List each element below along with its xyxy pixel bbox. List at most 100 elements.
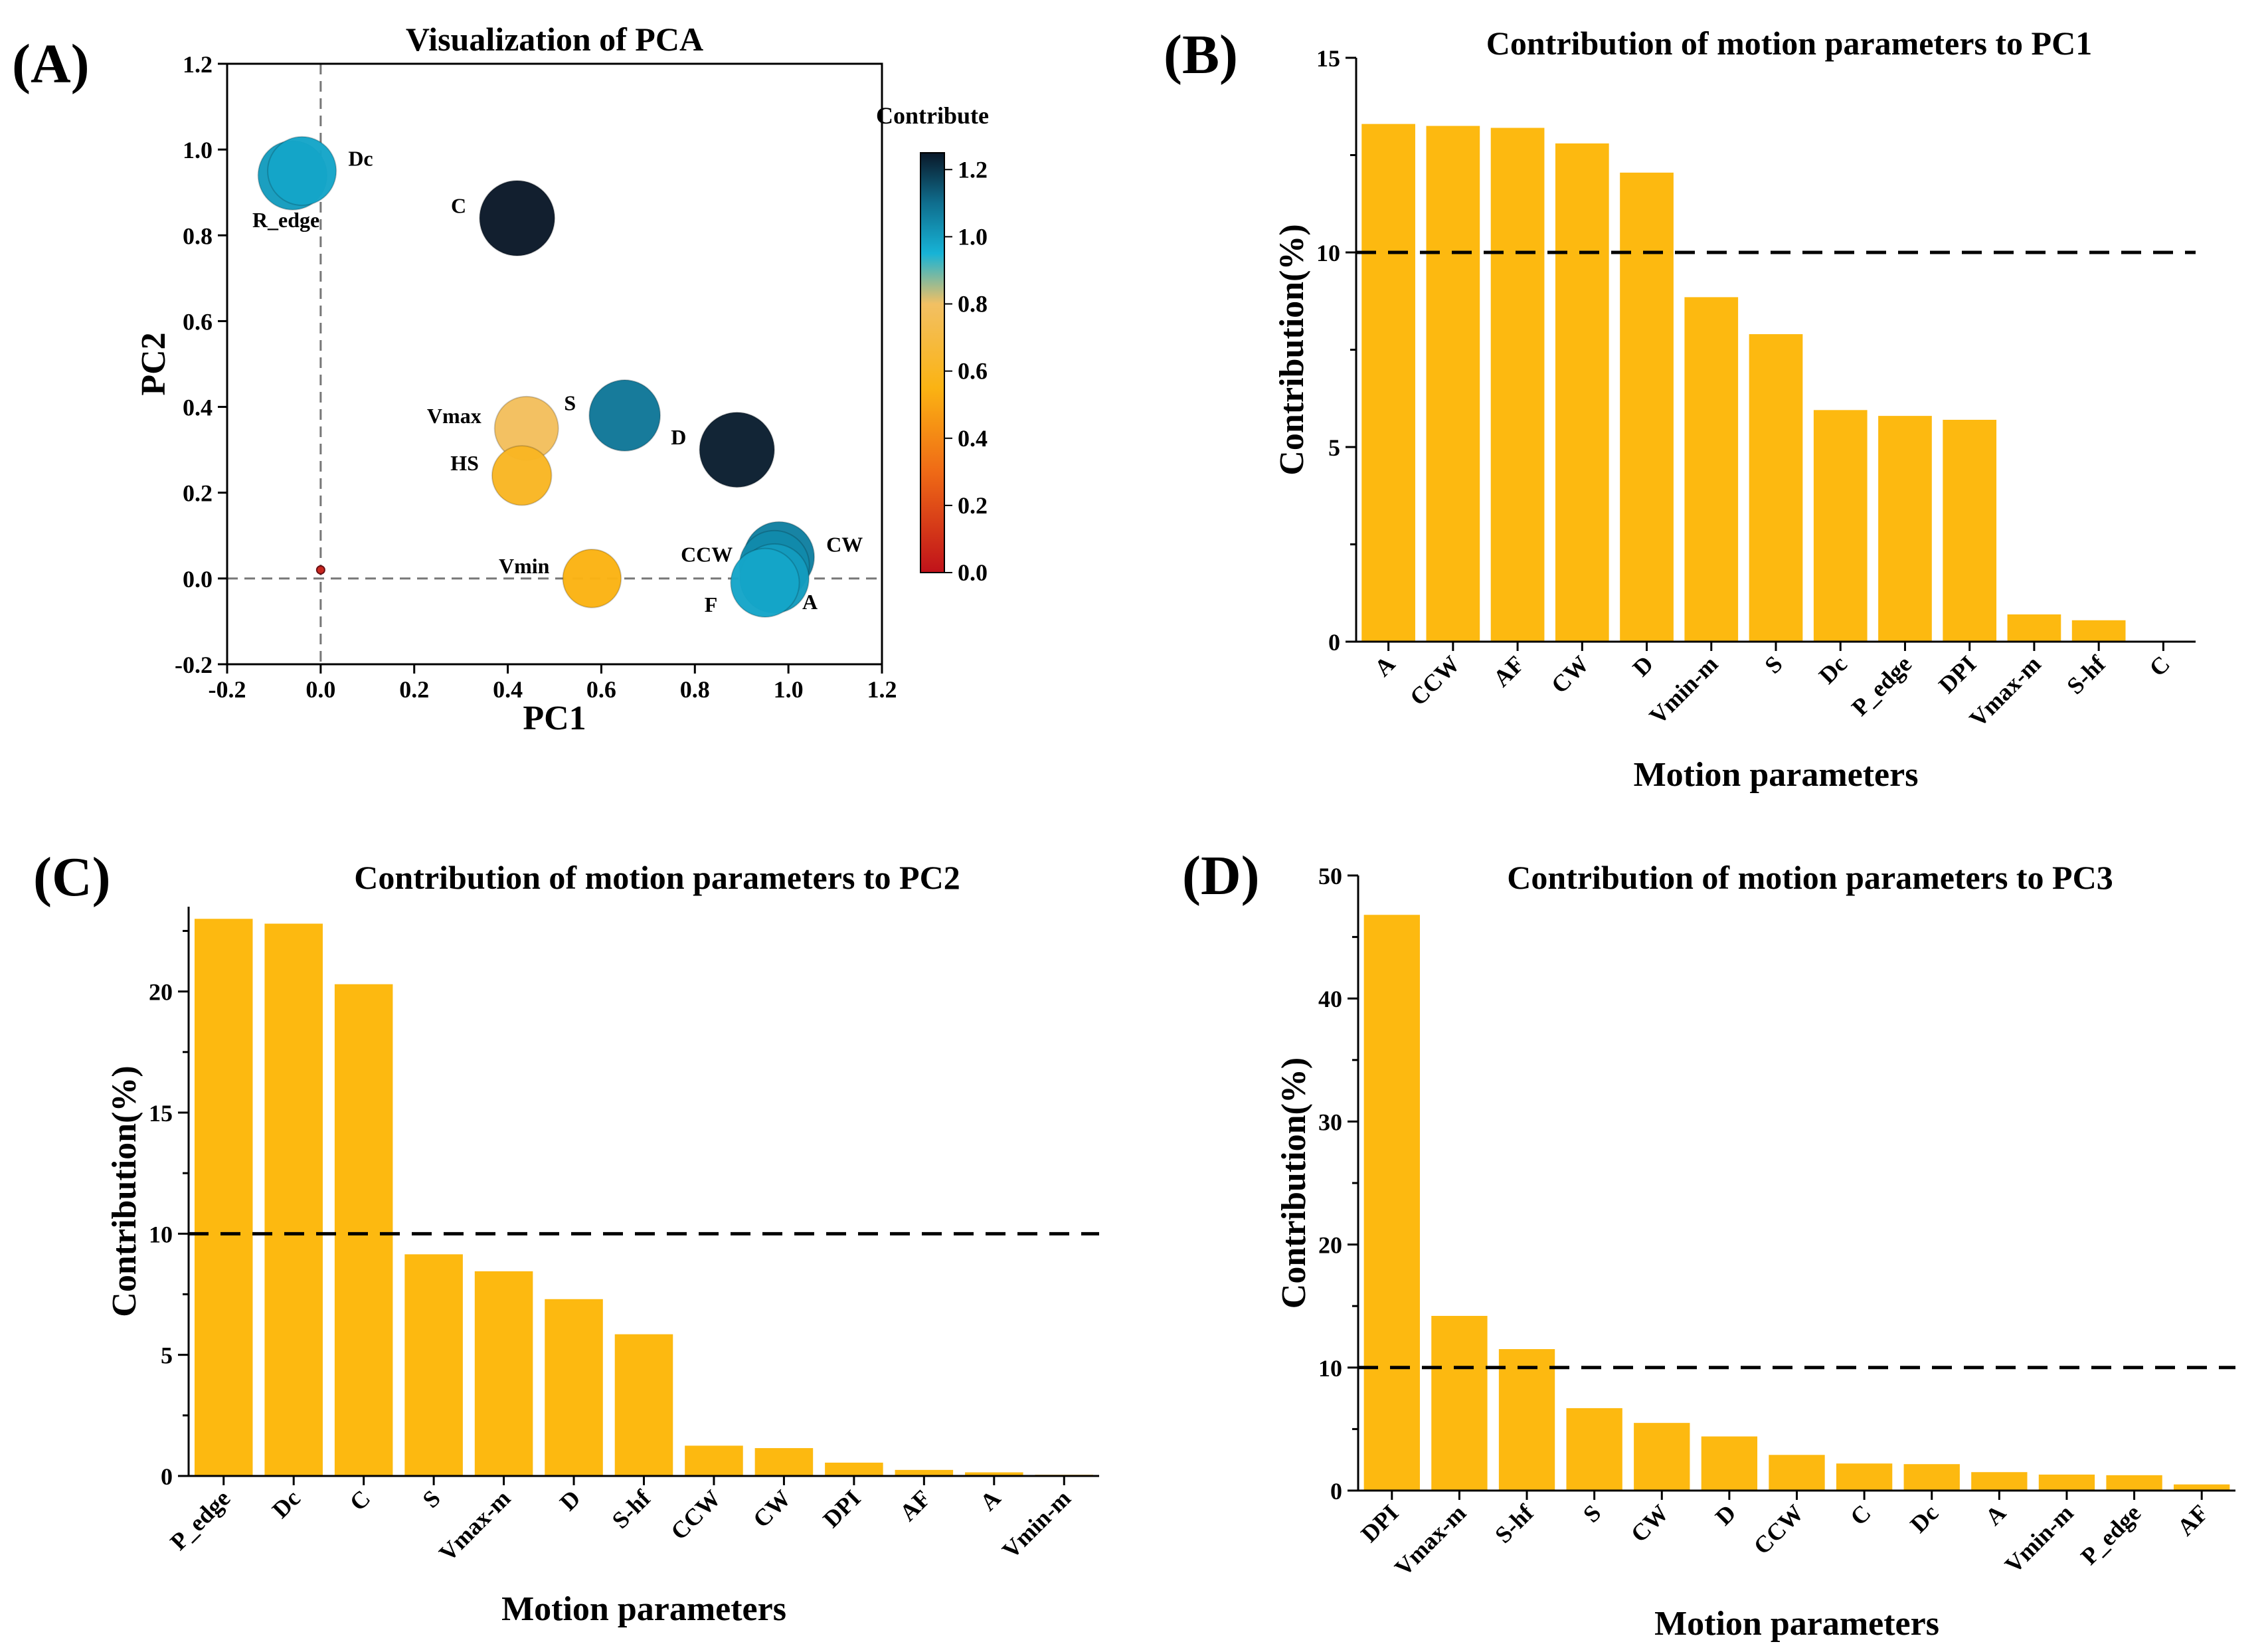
- x-tick-label-d: D: [555, 1485, 586, 1516]
- point-vmin: [562, 548, 622, 608]
- bar-dpi: [1363, 915, 1420, 1491]
- colorbar-tick-label: 1.0: [958, 223, 988, 250]
- bar-ccw: [1769, 1455, 1825, 1491]
- x-tick-label: 0.8: [680, 676, 710, 703]
- x-axis-title-a: PC1: [523, 699, 586, 737]
- y-tick-label: 10: [149, 1221, 173, 1247]
- x-tick-label-af: AF: [1488, 650, 1529, 691]
- point-f: [730, 547, 800, 618]
- panel-label-c: (C): [33, 846, 111, 908]
- bar-vmin-m: [2038, 1474, 2095, 1491]
- bar-s-hf: [1498, 1349, 1555, 1491]
- chart-title-a: Visualization of PCA: [406, 21, 703, 58]
- y-tick-label: 20: [149, 979, 173, 1006]
- x-tick-label-vmin-m: Vmin-m: [997, 1485, 1076, 1564]
- bar-p-edge: [1878, 416, 1932, 642]
- x-axis-title-b: Motion parameters: [1634, 756, 1919, 794]
- x-tick-label-dc: Dc: [267, 1485, 305, 1523]
- x-tick-label-cw: CW: [1626, 1499, 1674, 1547]
- x-tick-label-s: S: [1759, 650, 1787, 678]
- plot-frame-a: [226, 62, 883, 666]
- y-axis-title-a: PC2: [135, 332, 173, 395]
- bar-d: [1620, 172, 1674, 642]
- panel-c-pc2-bar-chart: (C) Contribution of motion parameters to …: [33, 846, 1099, 1628]
- x-tick-label-cw: CW: [748, 1485, 796, 1532]
- x-tick-label: 0.0: [305, 676, 335, 703]
- y-axis-title-c: Contribution(%): [106, 1065, 143, 1317]
- bar-dc: [1813, 410, 1868, 642]
- colorbar-tick-label: 1.2: [958, 156, 988, 183]
- bar-a: [1971, 1472, 2028, 1491]
- point-label-vmax: Vmax: [427, 404, 481, 428]
- x-tick-label-s-hf: S-hf: [607, 1485, 656, 1534]
- x-tick-label-cw: CW: [1546, 650, 1594, 698]
- x-tick-label-p-edge: P_edge: [2075, 1499, 2146, 1570]
- point-hs: [491, 445, 553, 506]
- panel-label-d: (D): [1182, 845, 1260, 907]
- x-tick-label-dpi: DPI: [818, 1485, 865, 1532]
- point-label-s: S: [564, 391, 576, 414]
- y-tick-label: 15: [149, 1100, 173, 1127]
- bar-c: [334, 984, 393, 1476]
- point-label-hs: HS: [450, 451, 479, 475]
- bar-s-hf: [2071, 620, 2126, 642]
- y-axis-title-b: Contribution(%): [1273, 224, 1311, 475]
- x-tick-label-s-hf: S-hf: [1490, 1499, 1539, 1548]
- bar-dpi: [825, 1462, 883, 1476]
- colorbar: [920, 152, 945, 573]
- y-tick-label: 0: [1328, 629, 1340, 656]
- bar-vmax-m: [1431, 1316, 1488, 1491]
- bar-vmax-m: [474, 1271, 533, 1476]
- x-tick-label-p-edge: P_edge: [165, 1485, 235, 1555]
- bar-a: [1361, 124, 1415, 642]
- x-tick-label: -0.2: [209, 676, 246, 703]
- x-tick-label-dc: Dc: [1905, 1499, 1943, 1538]
- bar-p-edge: [2106, 1475, 2162, 1491]
- y-tick-label: 5: [1328, 434, 1340, 461]
- y-tick-label: 5: [161, 1342, 173, 1369]
- bar-af: [2174, 1484, 2230, 1491]
- point-label-d: D: [671, 425, 686, 449]
- x-tick-label-ccw: CCW: [665, 1485, 726, 1545]
- x-tick-label-d: D: [1710, 1499, 1741, 1530]
- colorbar-tick-label: 0.4: [958, 425, 988, 452]
- colorbar-tick-label: 0.0: [958, 559, 988, 586]
- x-tick-label: 0.4: [493, 676, 523, 703]
- colorbar-tick-label: 0.2: [958, 492, 988, 519]
- x-tick-label-dc: Dc: [1814, 650, 1852, 689]
- bar-ccw: [1426, 126, 1480, 642]
- x-axis-title-c: Motion parameters: [501, 1590, 786, 1628]
- panel-b-pc1-bar-chart: (B) Contribution of motion parameters to …: [1164, 24, 2196, 794]
- y-tick-label: 15: [1316, 45, 1340, 72]
- point-dc: [267, 136, 337, 207]
- y-tick-label: 30: [1318, 1109, 1342, 1135]
- y-tick-label: 50: [1318, 863, 1342, 889]
- bar-cw: [1634, 1423, 1690, 1491]
- x-tick-label-c: C: [1845, 1499, 1876, 1530]
- bar-p-edge: [194, 919, 253, 1476]
- point-label-cw: CW: [826, 533, 863, 557]
- x-tick-label-p-edge: P_edge: [1846, 650, 1917, 721]
- x-tick-label-vmax-m: Vmax-m: [1389, 1499, 1471, 1581]
- point-c: [479, 179, 556, 256]
- bar-dc: [264, 923, 323, 1476]
- y-tick-label: 10: [1318, 1355, 1342, 1382]
- bar-dc: [1903, 1464, 1960, 1491]
- y-tick-label: 0: [161, 1463, 173, 1490]
- point-label-dc: Dc: [348, 146, 373, 170]
- point-label-r-edge: R_edge: [252, 208, 319, 232]
- y-tick-label: 0.2: [183, 480, 213, 507]
- y-tick-label: 20: [1318, 1232, 1342, 1259]
- panel-d-pc3-bar-chart: (D) Contribution of motion parameters to …: [1182, 845, 2235, 1643]
- point-d: [699, 411, 775, 488]
- x-tick-label-vmax-m: Vmax-m: [434, 1485, 515, 1566]
- chart-title-c: Contribution of motion parameters to PC2: [354, 859, 960, 896]
- y-tick-label: 0.0: [183, 566, 213, 593]
- x-tick-label-af: AF: [2172, 1499, 2214, 1540]
- x-tick-label: 0.6: [586, 676, 616, 703]
- point-label-vmin: Vmin: [499, 554, 550, 578]
- colorbar-tick-label: 0.8: [958, 291, 988, 318]
- bar-cw: [754, 1448, 814, 1476]
- bar-vmin-m: [1684, 297, 1739, 642]
